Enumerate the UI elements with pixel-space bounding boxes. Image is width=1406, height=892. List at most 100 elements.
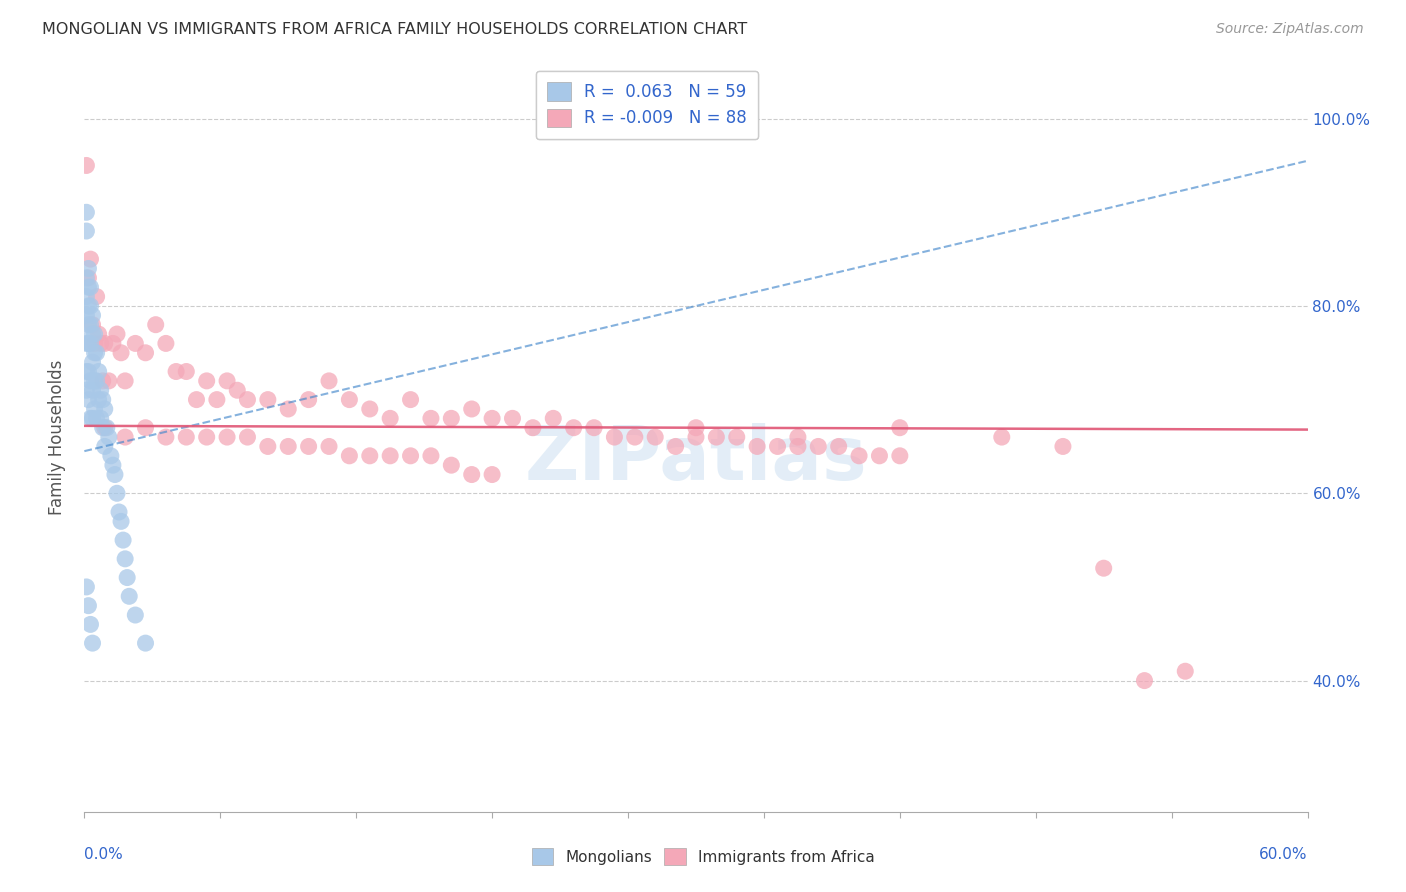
Text: ZIPatlas: ZIPatlas: [524, 423, 868, 496]
Point: [114, 551, 136, 566]
Point: [93, 336, 115, 351]
Point: [135, 346, 157, 360]
Point: [93, 402, 115, 417]
Point: [79, 280, 101, 294]
Point: [359, 449, 381, 463]
Point: [124, 336, 146, 351]
Point: [399, 392, 422, 407]
Point: [105, 326, 128, 341]
Point: [583, 420, 606, 434]
Point: [665, 440, 688, 454]
Point: [77, 299, 100, 313]
Point: [1174, 664, 1197, 679]
Point: [82, 355, 104, 369]
Point: [155, 336, 177, 351]
Point: [725, 430, 748, 444]
Point: [75, 384, 97, 398]
Point: [75, 336, 97, 351]
Point: [685, 430, 707, 444]
Point: [380, 449, 402, 463]
Point: [174, 365, 197, 379]
Point: [91, 374, 114, 388]
Point: [75, 224, 97, 238]
Point: [318, 440, 340, 454]
Point: [82, 384, 104, 398]
Point: [90, 384, 112, 398]
Point: [807, 440, 830, 454]
Point: [1133, 673, 1156, 688]
Point: [77, 280, 100, 294]
Point: [77, 261, 100, 276]
Point: [318, 374, 340, 388]
Point: [277, 402, 299, 417]
Point: [79, 374, 101, 388]
Point: [75, 159, 97, 173]
Point: [83, 374, 105, 388]
Point: [91, 420, 114, 434]
Point: [79, 411, 101, 425]
Point: [828, 440, 851, 454]
Point: [101, 458, 124, 473]
Point: [90, 411, 112, 425]
Point: [87, 326, 110, 341]
Point: [108, 505, 131, 519]
Point: [889, 420, 911, 434]
Point: [104, 467, 127, 482]
Point: [991, 430, 1014, 444]
Point: [339, 392, 361, 407]
Point: [105, 486, 128, 500]
Point: [91, 392, 114, 407]
Point: [110, 346, 132, 360]
Point: [145, 318, 167, 332]
Point: [420, 411, 443, 425]
Point: [83, 346, 105, 360]
Point: [90, 336, 112, 351]
Point: [86, 289, 108, 303]
Point: [1092, 561, 1115, 575]
Point: [298, 392, 321, 407]
Point: [440, 458, 463, 473]
Point: [195, 374, 218, 388]
Point: [747, 440, 769, 454]
Point: [82, 636, 104, 650]
Point: [82, 309, 104, 323]
Point: [420, 449, 443, 463]
Point: [79, 252, 101, 266]
Point: [114, 430, 136, 444]
Point: [75, 205, 97, 219]
Point: [522, 420, 544, 434]
Point: [257, 392, 280, 407]
Point: [82, 326, 104, 341]
Point: [118, 590, 141, 604]
Point: [217, 374, 239, 388]
Point: [87, 392, 110, 407]
Point: [93, 440, 115, 454]
Point: [97, 430, 120, 444]
Point: [77, 336, 100, 351]
Point: [848, 449, 870, 463]
Text: 60.0%: 60.0%: [1260, 847, 1308, 863]
Point: [79, 336, 101, 351]
Point: [217, 430, 239, 444]
Point: [86, 346, 108, 360]
Point: [186, 392, 208, 407]
Point: [112, 533, 135, 547]
Point: [644, 430, 666, 444]
Point: [380, 411, 402, 425]
Point: [87, 365, 110, 379]
Text: MONGOLIAN VS IMMIGRANTS FROM AFRICA FAMILY HOUSEHOLDS CORRELATION CHART: MONGOLIAN VS IMMIGRANTS FROM AFRICA FAMI…: [42, 22, 748, 37]
Point: [502, 411, 524, 425]
Point: [787, 430, 810, 444]
Point: [236, 430, 259, 444]
Point: [75, 365, 97, 379]
Y-axis label: Family Households: Family Households: [48, 359, 66, 515]
Point: [82, 411, 104, 425]
Point: [77, 318, 100, 332]
Point: [135, 420, 157, 434]
Point: [77, 271, 100, 285]
Point: [298, 440, 321, 454]
Point: [110, 514, 132, 528]
Point: [543, 411, 565, 425]
Point: [114, 374, 136, 388]
Point: [257, 440, 280, 454]
